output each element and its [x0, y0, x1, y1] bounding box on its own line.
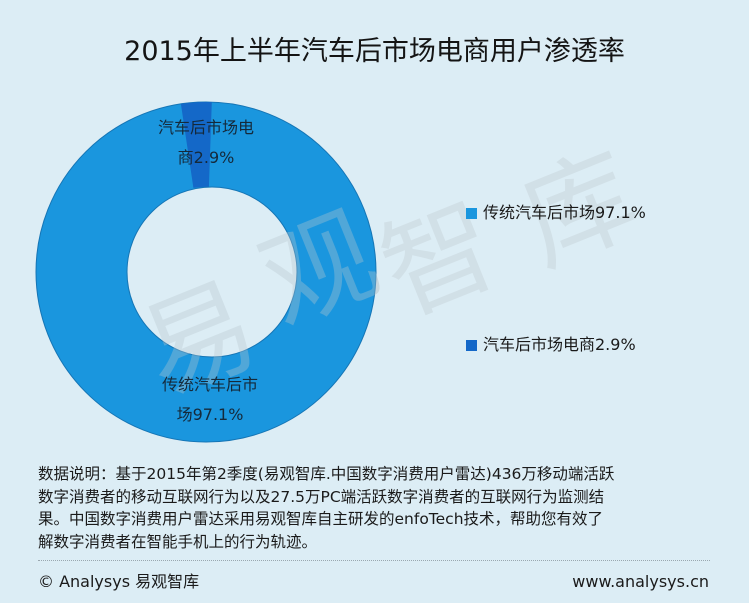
- footer-divider: [38, 560, 710, 561]
- legend-item-ecommerce[interactable]: 汽车后市场电商2.9%: [466, 335, 636, 355]
- legend-label-traditional: 传统汽车后市场97.1%: [483, 203, 646, 222]
- data-note: 数据说明：基于2015年第2季度(易观智库.中国数字消费用户雷达)436万移动端…: [38, 463, 708, 553]
- slice-label-traditional-line1: 传统汽车后市: [161, 375, 258, 394]
- note-line-1: 数据说明：基于2015年第2季度(易观智库.中国数字消费用户雷达)436万移动端…: [38, 465, 615, 483]
- slice-label-ecommerce: 汽车后市场电 商2.9%: [136, 113, 276, 173]
- note-line-2: 数字消费者的移动互联网行为以及27.5万PC端活跃数字消费者的互联网行为监测结: [38, 487, 605, 506]
- slice-label-traditional-line2: 场97.1%: [176, 405, 244, 424]
- slice-label-traditional: 传统汽车后市 场97.1%: [140, 370, 280, 430]
- donut-chart: [35, 101, 377, 443]
- legend-item-traditional[interactable]: 传统汽车后市场97.1%: [466, 203, 646, 223]
- legend-label-ecommerce: 汽车后市场电商2.9%: [483, 335, 636, 354]
- note-line-4: 解数字消费者在智能手机上的行为轨迹。: [38, 532, 318, 551]
- footer-copyright: © Analysys 易观智库: [38, 572, 200, 591]
- chart-title: 2015年上半年汽车后市场电商用户渗透率: [124, 36, 625, 67]
- slice-label-ecommerce-line1: 汽车后市场电: [157, 118, 254, 137]
- slice-label-ecommerce-line2: 商2.9%: [177, 148, 235, 167]
- slice-ecommerce[interactable]: [180, 102, 212, 188]
- legend-swatch-traditional: [466, 207, 477, 219]
- note-line-3: 果。中国数字消费用户雷达采用易观智库自主研发的enfoTech技术，帮助您有效了: [38, 510, 604, 528]
- legend-swatch-ecommerce: [466, 339, 477, 351]
- donut-hole: [126, 186, 298, 358]
- footer-website-link[interactable]: www.analysys.cn: [572, 572, 709, 591]
